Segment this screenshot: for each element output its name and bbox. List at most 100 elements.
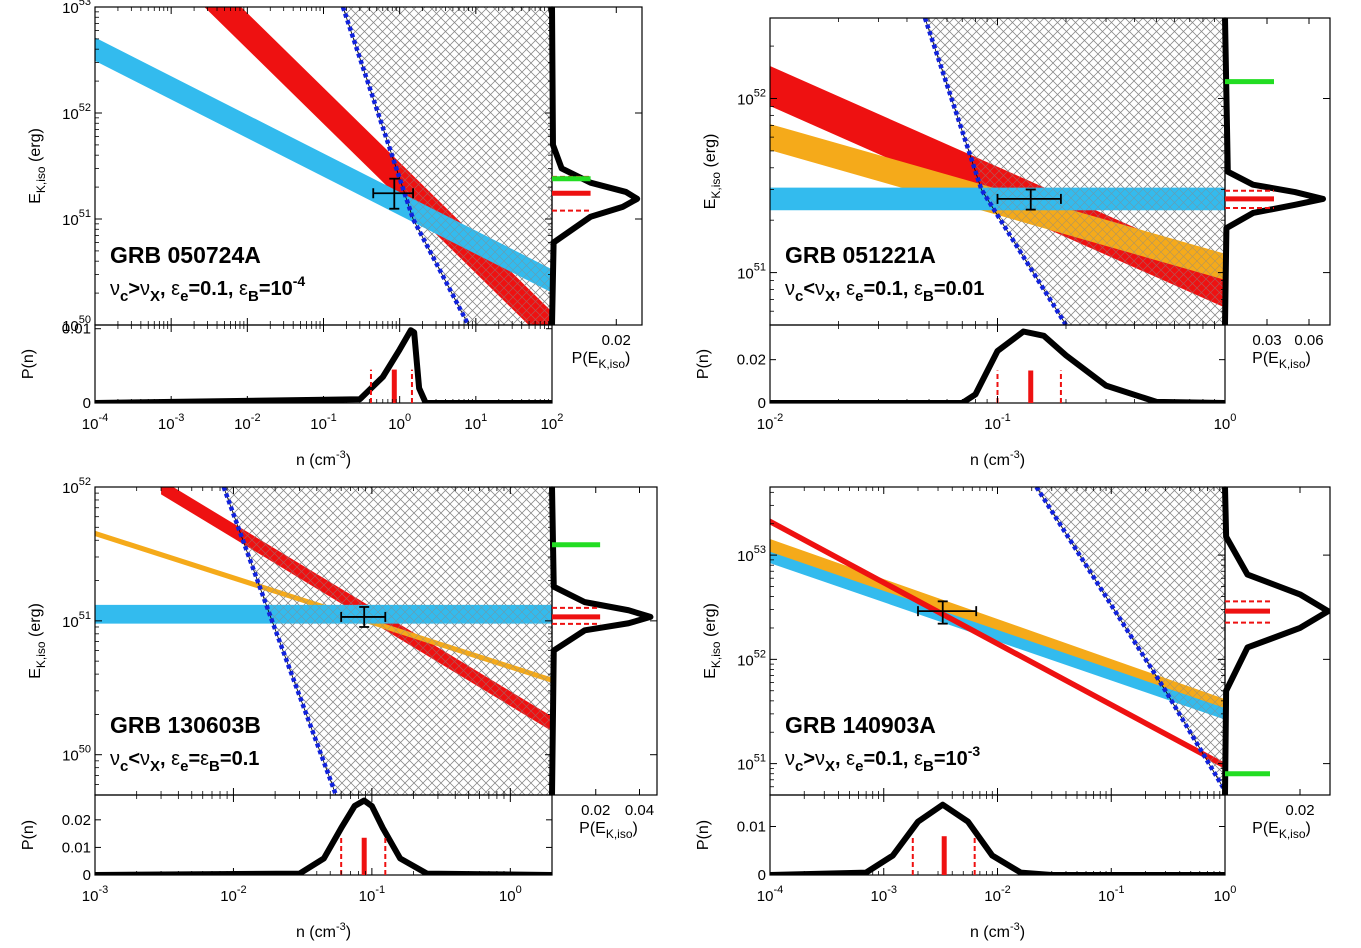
pe-axis-label: P(EK,iso) [579, 820, 638, 841]
pn-y-tick-label: 0 [758, 395, 766, 412]
sub-gt: > [128, 278, 140, 300]
sub-nu: ν [815, 278, 825, 300]
best-fit-point [340, 606, 387, 628]
y-tick-exponent: 51 [754, 753, 766, 765]
x-tick-exponent: 0 [405, 412, 411, 424]
sub-eps: ε [914, 748, 923, 770]
y-tick-exponent: 50 [79, 744, 91, 756]
pn-plot-area [95, 797, 552, 875]
y-tick-exponent: 50 [79, 314, 91, 326]
grb-subtitle: νc>νX, εe=0.1, εB=10-3 [785, 743, 980, 775]
y-tick-label: 1050 [62, 314, 91, 335]
x-tick-exponent: -1 [1001, 412, 1011, 424]
x-tick-label: 101 [464, 412, 487, 433]
sub-nu: ν [785, 278, 795, 300]
sub-nu: ν [110, 278, 120, 300]
y-tick-exponent: 51 [79, 610, 91, 622]
grb-title: GRB 050724A [110, 242, 261, 268]
sub-gt: < [128, 748, 140, 770]
pe-axis-label-close: ) [1306, 350, 1311, 367]
y-tick-label: 1050 [62, 744, 91, 765]
x-tick-base: 10 [82, 888, 99, 905]
sub-c: c [120, 758, 128, 775]
sub-c: c [795, 758, 803, 775]
sub-x: X [825, 758, 835, 775]
sub-b: B [923, 288, 934, 305]
sub-eq1: =0.1, [863, 278, 914, 300]
x-axis-label-close: ) [1020, 452, 1025, 469]
x-tick-exponent: 2 [557, 412, 563, 424]
pe-axis-label: P(EK,iso) [1252, 820, 1311, 841]
sub-eq2: =10 [259, 278, 293, 300]
sub-eps: ε [846, 748, 855, 770]
x-tick-label: 10-1 [984, 412, 1010, 433]
pe-axis-label-close: ) [1306, 820, 1311, 837]
sub-e: e [180, 288, 188, 305]
y-tick-base: 10 [62, 480, 79, 497]
y-tick-exponent: 51 [754, 262, 766, 274]
main-plot-area [95, 7, 552, 325]
y-axis-label-unit: (erg) [27, 128, 44, 162]
sub-nu: ν [140, 748, 150, 770]
excluded-region-overlay [924, 18, 1225, 325]
y-tick-base: 10 [737, 757, 754, 774]
pe-curve [1222, 18, 1326, 325]
band-red [770, 518, 1225, 770]
y-axis-label-main: E [702, 199, 719, 210]
y-axis-label: EK,iso (erg) [702, 603, 723, 679]
x-axis-label-close: ) [1020, 924, 1025, 941]
y-tick-exponent: 52 [754, 648, 766, 660]
sub-eps: ε [846, 278, 855, 300]
boundary-dashed-line [340, 7, 471, 325]
y-tick-base: 10 [62, 212, 79, 229]
grb-title: GRB 051221A [785, 242, 936, 268]
pn-y-tick-label: 0 [758, 867, 766, 884]
sub-gt: < [803, 278, 815, 300]
y-axis-label-unit: (erg) [702, 134, 719, 168]
sub-c: c [120, 288, 128, 305]
x-tick-label: 102 [541, 412, 564, 433]
x-tick-exponent: -2 [1001, 884, 1011, 896]
pn-y-tick-label: 0 [83, 395, 91, 412]
sub-x: X [150, 758, 160, 775]
pn-y-axis-label: P(n) [20, 349, 37, 379]
sub-exp: -3 [968, 743, 981, 759]
x-axis-label-close: ) [346, 452, 351, 469]
grb-subtitle: νc>νX, εe=0.1, εB=10-4 [110, 273, 305, 305]
y-axis-label-sub: K,iso [34, 166, 48, 193]
y-axis-label: EK,iso (erg) [27, 603, 48, 679]
pe-axis-label-main: P(E [579, 820, 606, 837]
x-axis-label-main: n (cm [296, 924, 336, 941]
y-axis-label-main: E [702, 668, 719, 679]
sub-e: e [855, 288, 863, 305]
sub-eq2: =10 [934, 748, 968, 770]
x-axis-label-exp: -3 [336, 921, 346, 933]
pe-axis-label-main: P(E [572, 350, 599, 367]
pn-y-axis-label: P(n) [695, 349, 712, 379]
y-tick-exponent: 51 [79, 208, 91, 220]
sub-b: B [923, 758, 934, 775]
x-axis-label-exp: -3 [1010, 449, 1020, 461]
pe-axis-label-main: P(E [1252, 350, 1279, 367]
sub-e: e [855, 758, 863, 775]
sub-gt: > [803, 748, 815, 770]
x-tick-base: 10 [359, 888, 376, 905]
x-tick-label: 10-4 [82, 412, 108, 433]
sub-eq2: =0.01 [934, 278, 985, 300]
x-tick-base: 10 [541, 416, 558, 433]
x-tick-exponent: -3 [175, 412, 185, 424]
pn-curve [95, 327, 552, 403]
x-axis-label: n (cm-3) [970, 449, 1025, 469]
x-axis-label: n (cm-3) [296, 921, 351, 941]
x-tick-base: 10 [220, 888, 237, 905]
x-tick-label: 10-1 [310, 412, 336, 433]
pn-y-tick-label: 0.01 [62, 321, 91, 338]
y-tick-base: 10 [737, 92, 754, 109]
boundary-dashed-line [1034, 487, 1225, 792]
y-tick-exponent: 53 [754, 544, 766, 556]
y-tick-base: 10 [737, 548, 754, 565]
sub-nu: ν [785, 748, 795, 770]
sub-b: B [248, 288, 259, 305]
